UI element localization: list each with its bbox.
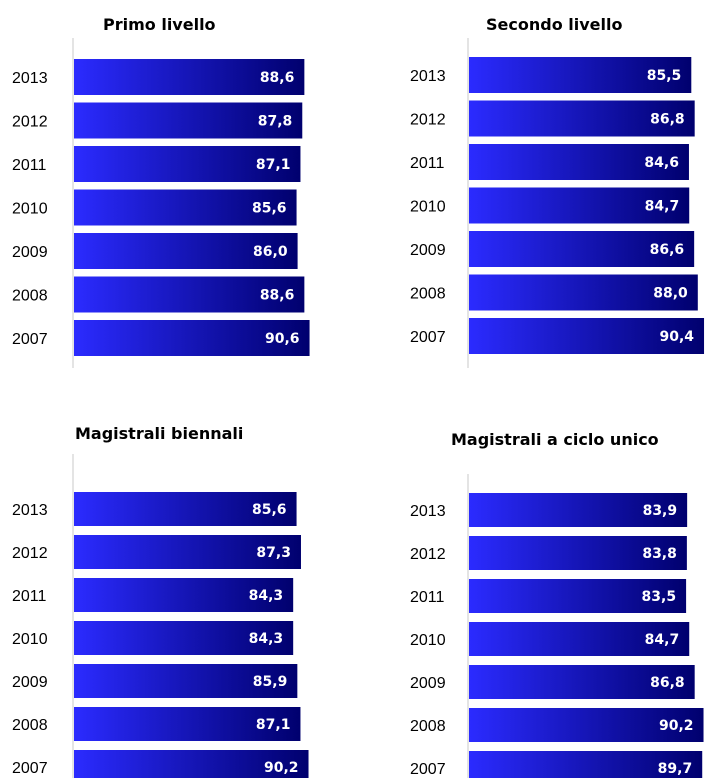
bar-2010 xyxy=(74,189,297,226)
bar-2011 xyxy=(469,144,689,180)
bar-2008 xyxy=(469,274,698,311)
chart-title: Secondo livello xyxy=(486,15,623,34)
bar-2008 xyxy=(469,708,704,742)
y-tick-label: 2011 xyxy=(12,588,47,605)
bar-value-label: 90,2 xyxy=(659,718,694,734)
bar-chart: 88,6 2013 87,8 2012 87,1 2011 85,6 2010 86,0 2009… xyxy=(12,38,310,368)
bar-value-label: 85,9 xyxy=(253,674,288,690)
chart-panel-magistrali-ciclo-unico: Magistrali a ciclo unico 83,9 2013 83,8 201… xyxy=(353,389,706,778)
y-tick-label: 2012 xyxy=(12,545,48,562)
chart-title: Magistrali biennali xyxy=(75,424,244,443)
bar-2011 xyxy=(469,579,687,613)
bar-2008 xyxy=(74,276,305,313)
y-tick-label: 2008 xyxy=(410,286,446,303)
bar-2010 xyxy=(469,187,690,224)
y-tick-label: 2010 xyxy=(410,632,446,649)
bar-2007 xyxy=(469,751,703,778)
bar-2007 xyxy=(74,750,309,778)
bar-value-label: 85,5 xyxy=(647,68,682,84)
bar-value-label: 83,8 xyxy=(642,546,677,562)
bar-value-label: 89,7 xyxy=(658,761,693,777)
bar-2012 xyxy=(74,102,303,139)
bar-value-label: 84,3 xyxy=(249,588,284,604)
bar-2012 xyxy=(469,536,687,570)
bar-chart: 85,5 2013 86,8 2012 84,6 2011 84,7 2010 86,6 2009… xyxy=(410,38,705,368)
y-tick-label: 2010 xyxy=(12,201,48,218)
y-tick-label: 2011 xyxy=(410,155,445,172)
bar-value-label: 87,1 xyxy=(256,717,291,733)
y-tick-label: 2012 xyxy=(410,546,446,563)
bar-2011 xyxy=(74,146,301,182)
bar-value-label: 84,3 xyxy=(249,631,284,647)
chart-title: Primo livello xyxy=(103,15,216,34)
bar-chart: 85,6 2013 87,3 2012 84,3 2011 84,3 2010 85,9 2009… xyxy=(12,454,309,778)
bar-2010 xyxy=(469,622,690,656)
bar-value-label: 88,6 xyxy=(260,288,295,304)
y-tick-label: 2007 xyxy=(12,331,48,348)
bar-value-label: 85,6 xyxy=(252,201,287,217)
bar-value-label: 85,6 xyxy=(252,502,287,518)
bar-2012 xyxy=(469,100,695,137)
y-tick-label: 2013 xyxy=(410,503,446,520)
bar-value-label: 90,2 xyxy=(264,760,299,776)
bar-2009 xyxy=(469,231,695,267)
bar-value-label: 87,8 xyxy=(258,114,293,130)
bar-value-label: 86,8 xyxy=(650,675,685,691)
y-tick-label: 2009 xyxy=(410,242,446,259)
bar-2011 xyxy=(74,578,294,612)
bar-2012 xyxy=(74,535,301,569)
y-tick-label: 2013 xyxy=(12,70,48,87)
y-tick-label: 2012 xyxy=(12,114,48,131)
bar-2013 xyxy=(74,59,305,95)
y-tick-label: 2013 xyxy=(410,68,446,85)
bar-value-label: 86,8 xyxy=(650,112,685,128)
y-tick-label: 2010 xyxy=(12,631,48,648)
bar-2007 xyxy=(469,318,705,354)
bar-2010 xyxy=(74,621,294,655)
bar-2013 xyxy=(74,492,297,526)
chart-panel-primo-livello: Primo livello 88,6 2013 87,8 2012 87,1 2011 85… xyxy=(0,0,353,389)
bar-2009 xyxy=(74,233,298,269)
bar-chart: 83,9 2013 83,8 2012 83,5 2011 84,7 2010 86,8 2009… xyxy=(410,474,704,778)
bar-value-label: 90,6 xyxy=(265,331,300,347)
bar-2013 xyxy=(469,57,692,93)
y-tick-label: 2008 xyxy=(12,717,48,734)
bar-value-label: 83,9 xyxy=(643,503,678,519)
y-tick-label: 2009 xyxy=(410,675,446,692)
y-tick-label: 2007 xyxy=(410,329,446,346)
bar-2007 xyxy=(74,320,310,356)
y-tick-label: 2008 xyxy=(12,288,48,305)
y-tick-label: 2011 xyxy=(410,589,445,606)
bar-value-label: 90,4 xyxy=(659,329,694,345)
chart-title: Magistrali a ciclo unico xyxy=(451,430,659,449)
y-tick-label: 2012 xyxy=(410,112,446,129)
bar-2009 xyxy=(469,665,695,699)
bar-value-label: 84,7 xyxy=(645,199,680,215)
bar-2009 xyxy=(74,664,298,698)
bar-2008 xyxy=(74,707,301,741)
y-tick-label: 2011 xyxy=(12,157,47,174)
bar-value-label: 86,6 xyxy=(650,242,685,258)
y-tick-label: 2008 xyxy=(410,718,446,735)
y-tick-label: 2009 xyxy=(12,674,48,691)
chart-panel-magistrali-biennali: Magistrali biennali 85,6 2013 87,3 2012 84,3… xyxy=(0,389,353,778)
chart-panel-secondo-livello: Secondo livello 85,5 2013 86,8 2012 84,6 2011… xyxy=(353,0,706,389)
bar-2013 xyxy=(469,493,688,527)
bar-value-label: 87,1 xyxy=(256,157,291,173)
bar-value-label: 83,5 xyxy=(642,589,677,605)
y-tick-label: 2010 xyxy=(410,199,446,216)
bar-value-label: 87,3 xyxy=(256,545,291,561)
y-tick-label: 2007 xyxy=(410,761,446,778)
bar-value-label: 84,7 xyxy=(645,632,680,648)
bar-value-label: 88,0 xyxy=(653,286,688,302)
y-tick-label: 2009 xyxy=(12,244,48,261)
bar-value-label: 84,6 xyxy=(644,155,679,171)
bar-value-label: 86,0 xyxy=(253,244,288,260)
y-tick-label: 2007 xyxy=(12,760,48,777)
y-tick-label: 2013 xyxy=(12,502,48,519)
bar-value-label: 88,6 xyxy=(260,70,295,86)
